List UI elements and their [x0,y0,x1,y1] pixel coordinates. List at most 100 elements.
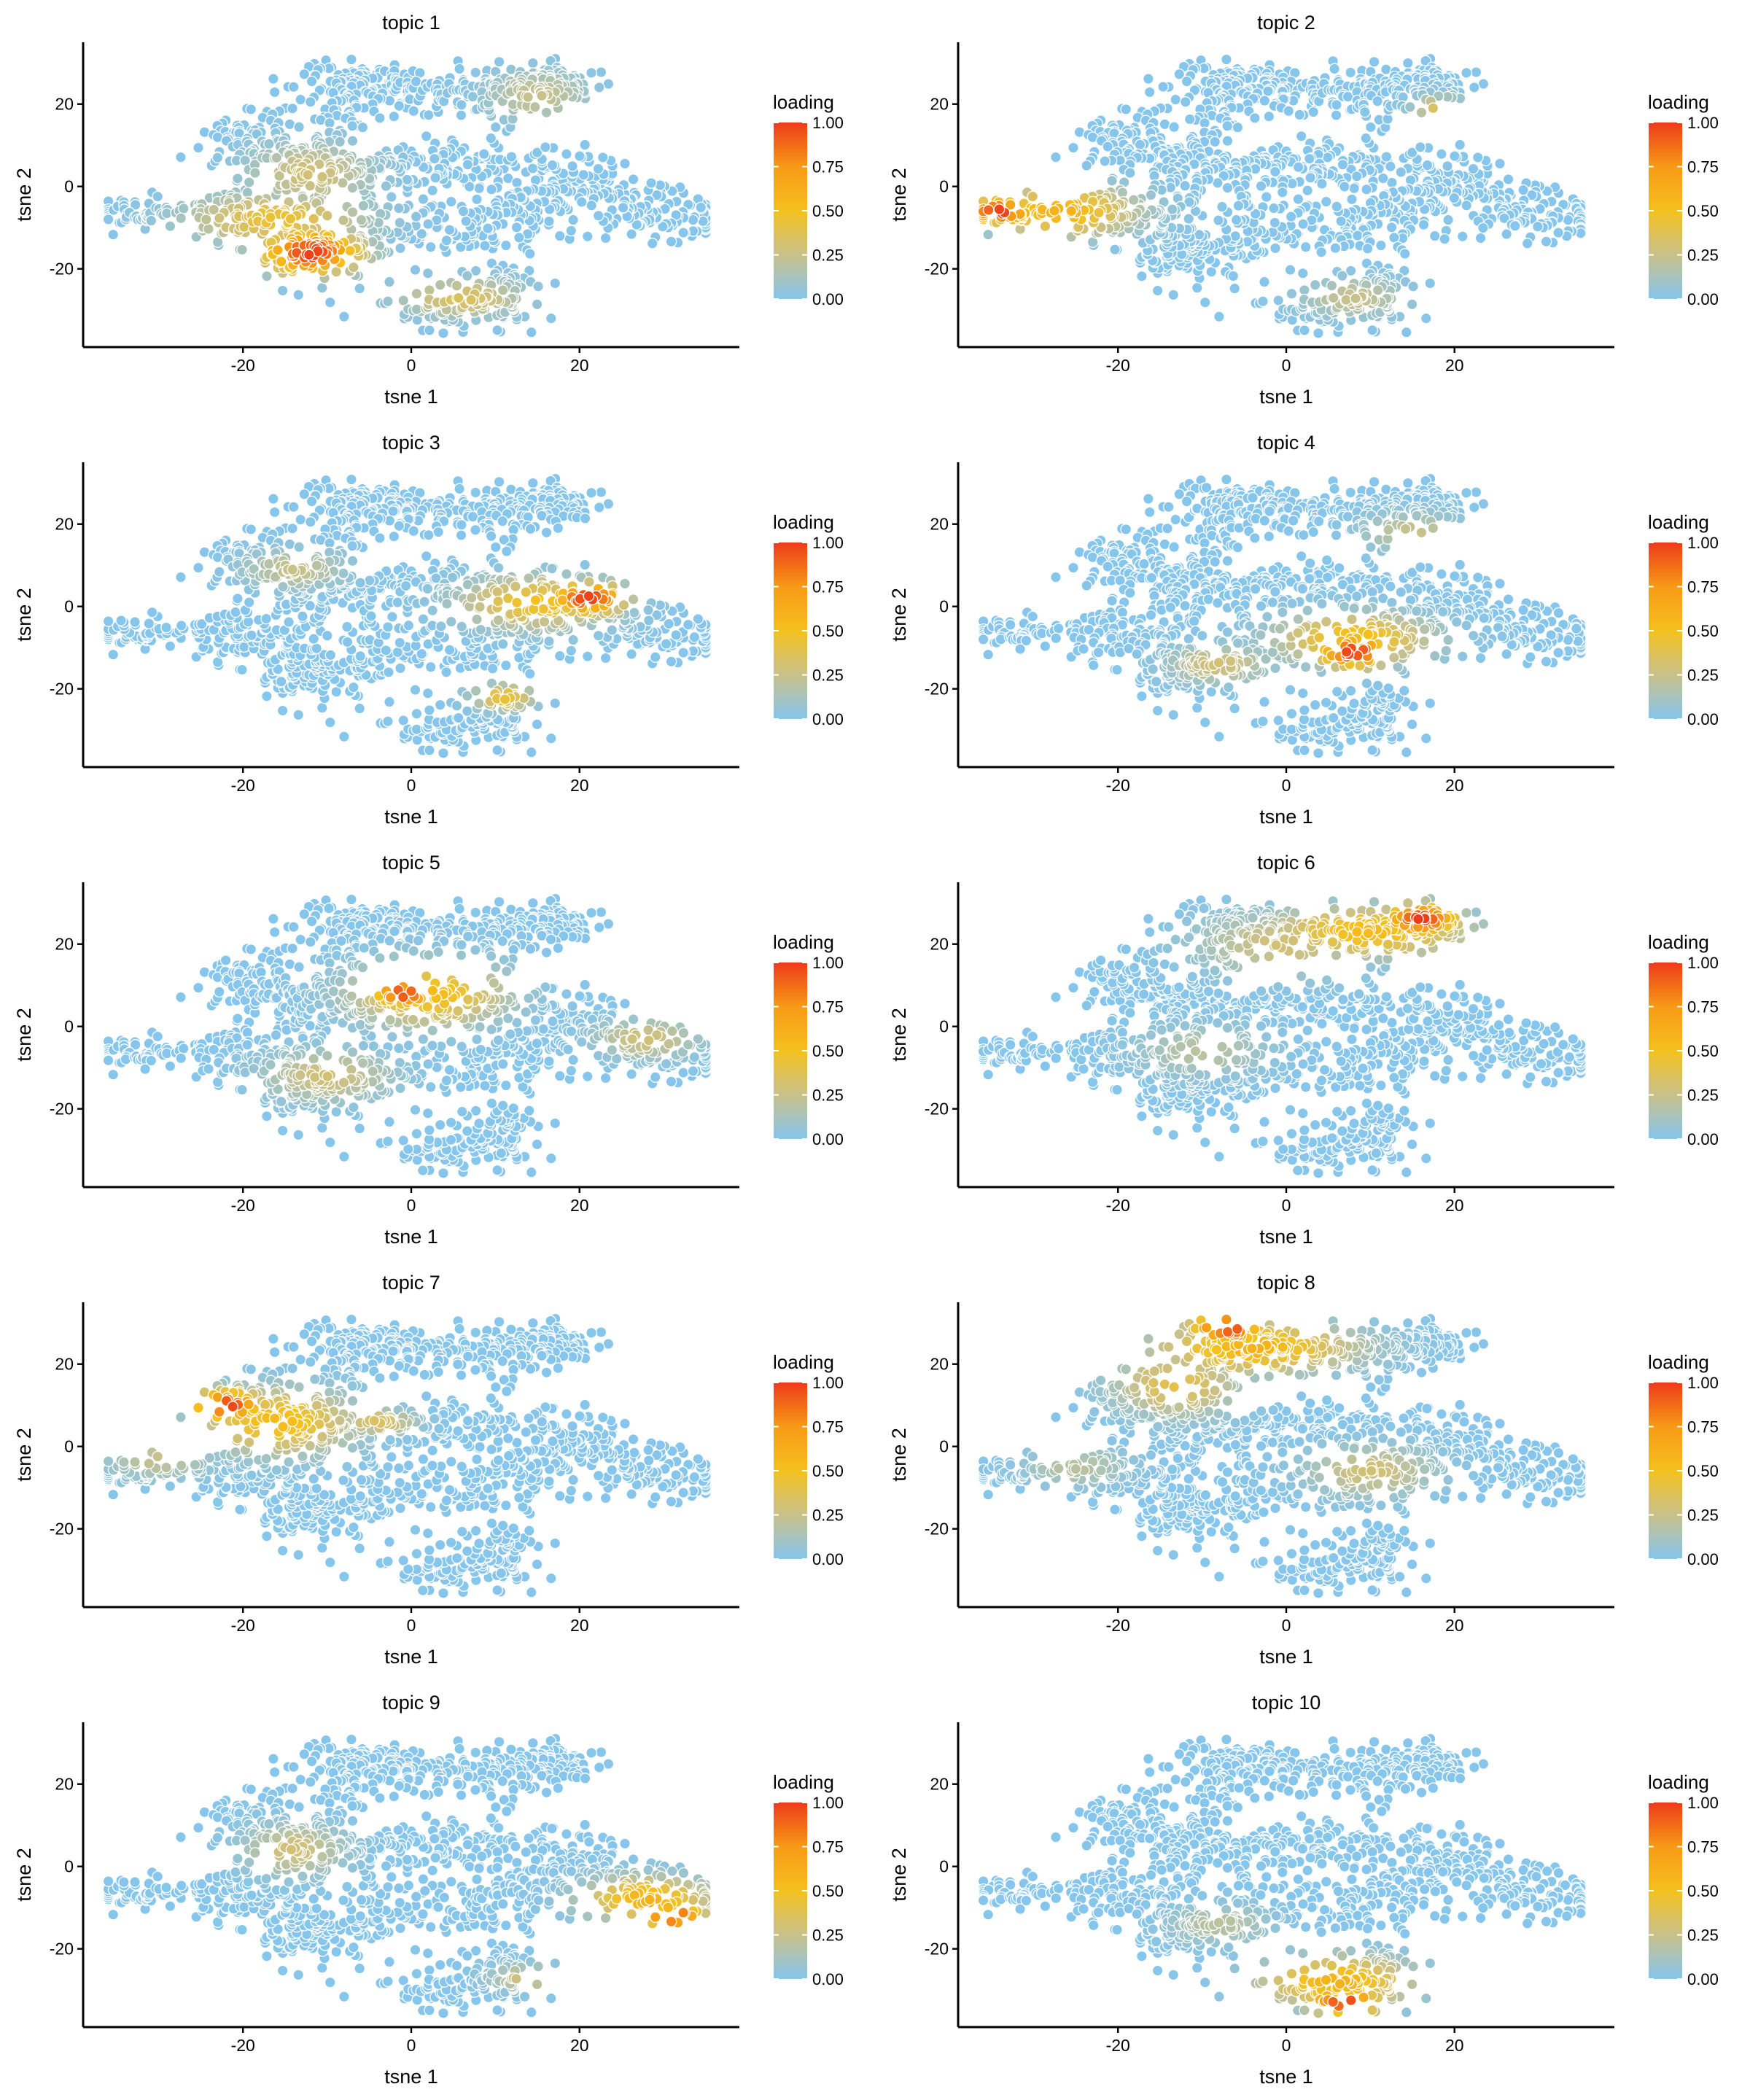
data-point [200,214,212,225]
data-point [298,488,311,500]
data-point [284,118,296,131]
data-point [304,179,316,192]
data-point [434,699,446,711]
data-point [214,212,225,224]
data-point [276,284,289,297]
data-point [596,152,609,163]
data-point [1345,66,1357,79]
data-point [1320,195,1332,208]
data-point [416,228,428,240]
data-point [1427,102,1439,114]
legend-tick-label: 0.50 [812,202,844,220]
data-point [1449,150,1461,162]
data-point [650,189,663,201]
legend-tick-label: 0.00 [1687,290,1719,308]
data-point [1467,163,1479,175]
data-point [384,276,395,288]
data-point [1377,172,1389,184]
data-point [532,280,544,292]
data-point [1372,284,1384,296]
data-point [232,173,244,184]
data-point [355,214,368,226]
data-point [471,193,483,206]
data-point [1183,213,1195,225]
data-point [524,523,537,535]
data-point [575,196,588,208]
data-point [432,526,445,538]
data-point [1124,587,1136,599]
data-point [465,591,478,604]
data-point [1004,619,1016,631]
data-point [485,530,497,542]
data-point [1259,95,1271,106]
data-point [586,199,598,211]
data-point [1181,75,1193,88]
data-point [1209,556,1221,568]
data-point [175,151,187,163]
data-point [1395,166,1407,178]
data-point [595,66,607,78]
data-point [618,599,630,611]
data-point [470,486,482,499]
data-point [409,684,421,696]
data-point [243,596,255,608]
panel-topic-4: topic 4 -20 0 20 -20 0 20 tsne 1 tsne 2 loading 1.… [875,420,1750,840]
data-point [579,139,591,151]
data-point [211,152,224,164]
data-point [581,230,594,243]
data-point [1138,558,1150,570]
data-point [1124,167,1136,179]
data-point [1102,141,1114,152]
y-axis-title: tsne 2 [13,588,35,642]
data-point [284,213,297,225]
data-point [498,534,510,546]
data-point [456,621,468,633]
data-point [492,595,505,607]
x-tick-label: 0 [407,356,416,375]
data-point [1162,501,1175,513]
data-point [438,747,449,759]
data-point [287,564,299,575]
data-point [427,604,439,617]
legend-tick-label: 1.00 [812,534,844,552]
data-point [1315,246,1327,258]
data-points [977,52,1587,339]
data-point [579,513,591,524]
data-point [682,618,694,631]
data-point [287,102,298,114]
data-point [422,529,435,541]
legend-tick-label: 0.25 [812,666,844,685]
data-point [346,135,359,147]
data-point [364,575,376,586]
data-point [1232,200,1245,211]
y-tick-label: 0 [64,177,74,196]
data-point [461,705,473,718]
data-point [1167,289,1180,301]
data-point [642,604,654,616]
data-point [387,505,399,517]
data-point [308,213,320,225]
panel-title: topic 1 [382,12,440,34]
data-point [543,215,555,228]
x-tick-label: 0 [407,776,416,795]
data-point [1420,312,1432,324]
data-point [346,473,357,486]
data-point [1120,104,1132,115]
data-point [552,522,564,534]
data-point [411,707,423,720]
data-point [428,152,440,165]
data-point [1330,109,1342,121]
data-point [599,232,612,244]
data-point [392,646,404,658]
data-point [1004,199,1016,211]
data-point [410,211,422,222]
data-point [435,621,447,632]
data-point [416,648,428,660]
data-point [1191,281,1203,294]
data-point [1221,53,1232,66]
data-point [346,53,357,66]
data-point [473,697,485,709]
